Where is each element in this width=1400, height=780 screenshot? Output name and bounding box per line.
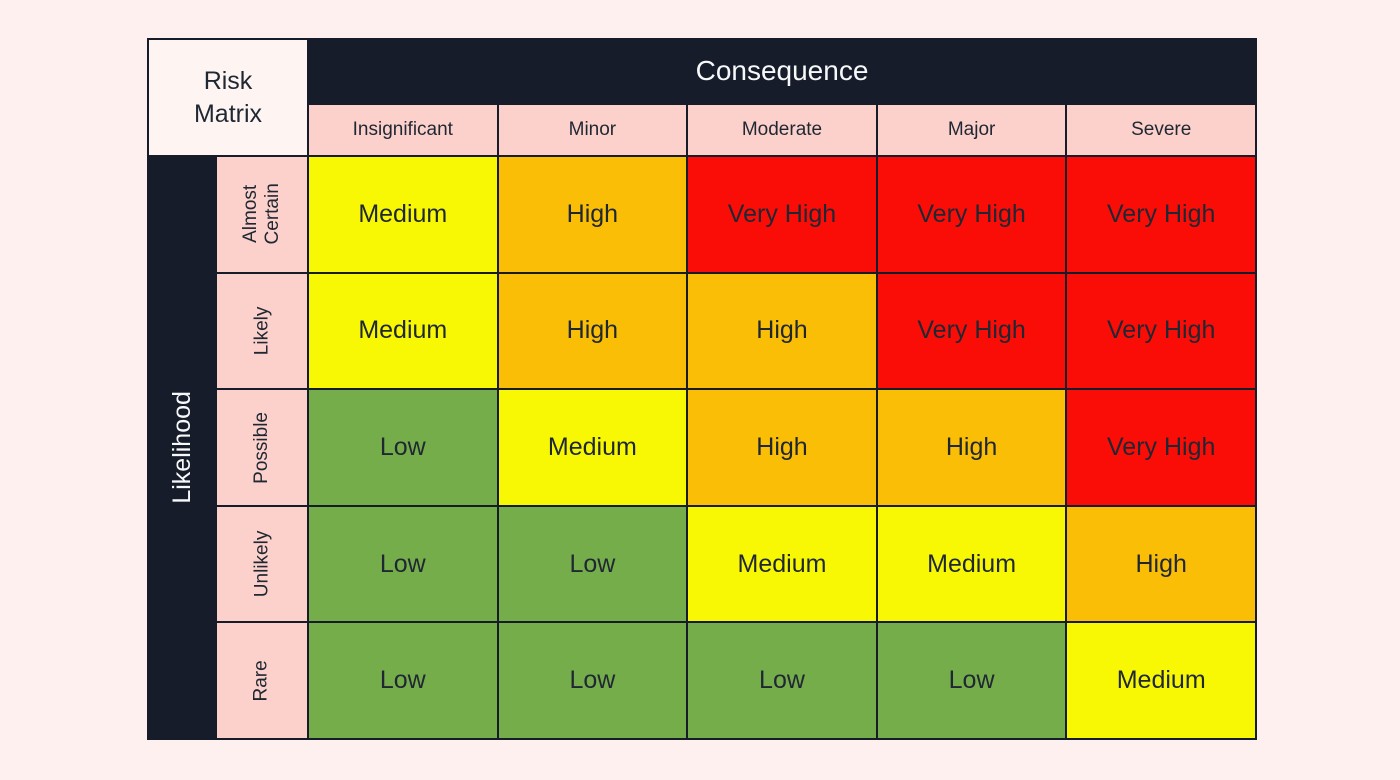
risk-cell: Medium: [1067, 623, 1255, 738]
row-header-possible: Possible: [217, 390, 307, 505]
consequence-axis-header: Consequence: [309, 40, 1255, 103]
risk-cell: High: [498, 273, 687, 389]
risk-cell: Medium: [688, 506, 876, 622]
risk-matrix-title: Risk Matrix: [193, 67, 263, 128]
risk-cell: Very High: [1067, 390, 1255, 505]
risk-cell: Low: [309, 390, 497, 505]
risk-cell: Very High: [1067, 273, 1255, 389]
row-header-rare: Rare: [217, 623, 307, 738]
col-header-insignificant: Insignificant: [309, 105, 497, 155]
risk-cell: Medium: [309, 157, 497, 272]
risk-cell: Very High: [688, 157, 876, 272]
risk-cell: Medium: [498, 390, 687, 505]
likelihood-axis-header: Likelihood: [149, 157, 215, 738]
risk-cell: Low: [309, 506, 497, 622]
risk-cell: Low: [688, 623, 876, 738]
row-header-almost-certain: Almost Certain: [217, 157, 307, 272]
col-header-minor: Minor: [498, 105, 687, 155]
risk-cell: Low: [498, 506, 687, 622]
risk-cell: High: [688, 390, 876, 505]
risk-cell: Medium: [877, 506, 1066, 622]
col-header-severe: Severe: [1067, 105, 1255, 155]
risk-cell: High: [1067, 506, 1255, 622]
risk-cell: Very High: [877, 157, 1066, 272]
consequence-axis-label: Consequence: [695, 55, 869, 87]
risk-cell: High: [877, 390, 1066, 505]
row-header-likely: Likely: [217, 273, 307, 389]
risk-cell: Very High: [1067, 157, 1255, 272]
row-header-unlikely: Unlikely: [217, 506, 307, 622]
risk-cell: Medium: [309, 273, 497, 389]
risk-cell: Very High: [877, 273, 1066, 389]
risk-cell: Low: [309, 623, 497, 738]
col-header-major: Major: [877, 105, 1066, 155]
risk-cell: High: [498, 157, 687, 272]
risk-cell: Low: [877, 623, 1066, 738]
col-header-moderate: Moderate: [688, 105, 876, 155]
risk-cell: High: [688, 273, 876, 389]
risk-cell: Low: [498, 623, 687, 738]
likelihood-axis-label: Likelihood: [167, 391, 196, 504]
risk-matrix-title-cell: Risk Matrix: [149, 40, 307, 155]
risk-matrix-table: Risk Matrix Consequence Insignificant Mi…: [147, 38, 1257, 740]
